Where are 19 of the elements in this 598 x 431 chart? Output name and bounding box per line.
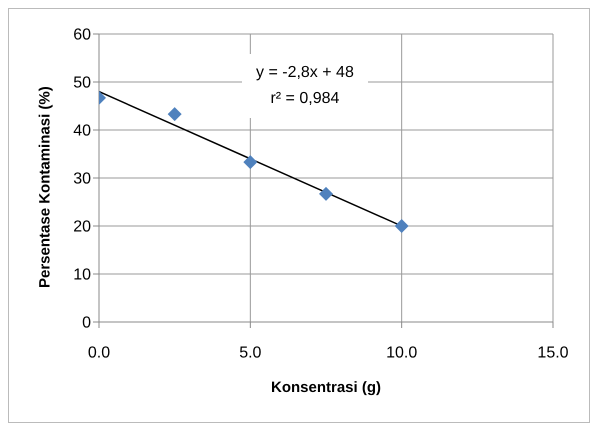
x-tick-label: 0.0 — [88, 344, 110, 362]
y-tick-label: 50 — [73, 74, 92, 92]
annotation: y = -2,8x + 48 — [256, 63, 354, 83]
x-axis-title: Konsentrasi (g) — [270, 379, 382, 396]
annotation: r² = 0,984 — [269, 89, 340, 109]
y-tick-label: 30 — [73, 170, 92, 188]
y-axis-title: Persentase Kontaminasi (%) — [36, 86, 54, 288]
x-tick-label: 15.0 — [537, 344, 569, 362]
y-tick-label: 0 — [82, 314, 92, 332]
point — [168, 107, 182, 122]
point — [394, 219, 409, 233]
y-tick-label: 40 — [73, 122, 92, 140]
point — [319, 186, 333, 201]
y-tick-label: 10 — [73, 266, 92, 284]
y-tick-label: 60 — [73, 26, 92, 44]
x-tick-label: 10.0 — [386, 344, 418, 362]
x-tick-label: 5.0 — [239, 344, 262, 362]
point — [243, 155, 258, 170]
y-tick-label: 20 — [73, 218, 92, 236]
